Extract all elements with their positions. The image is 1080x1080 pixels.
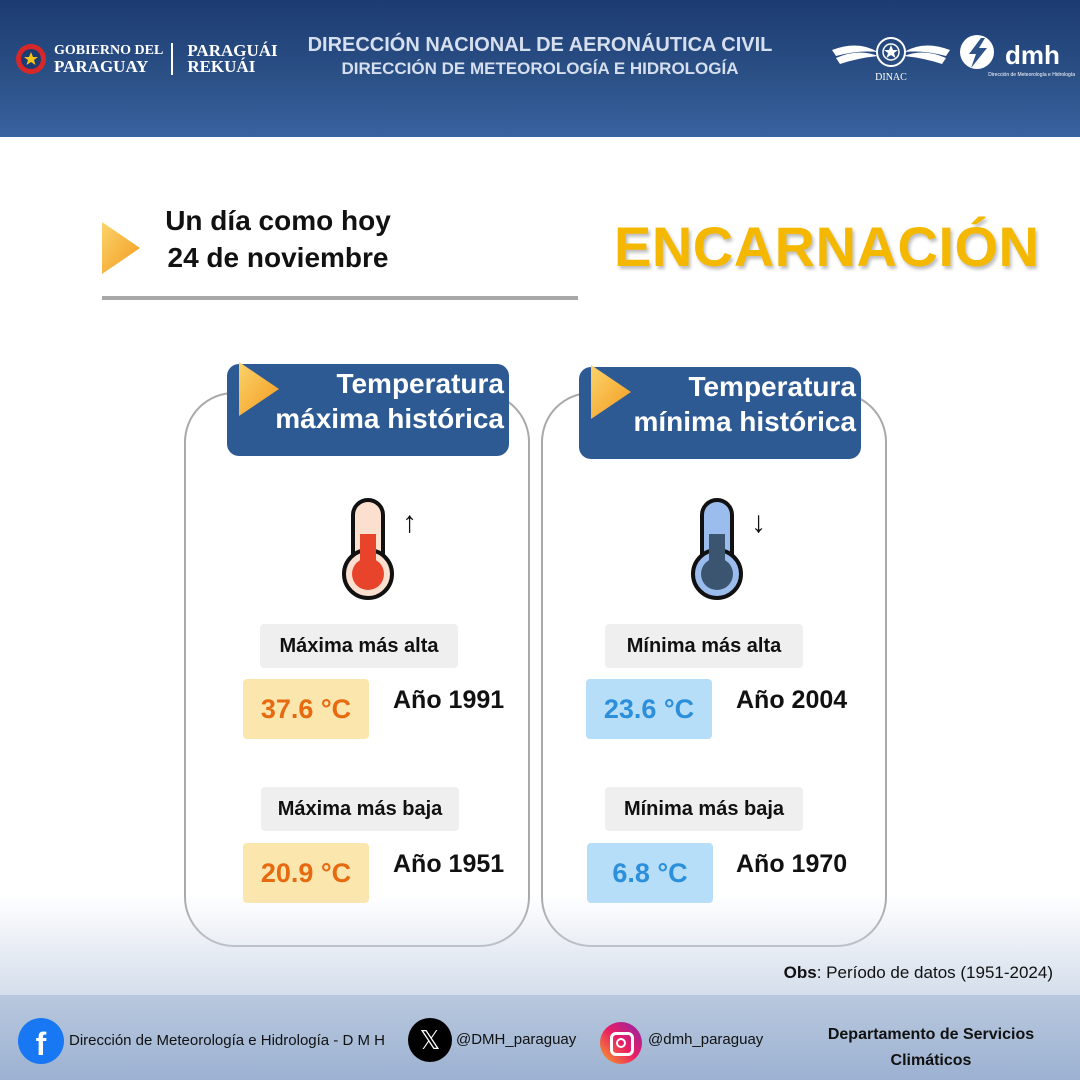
max-card-title-2: máxima histórica [275, 403, 504, 434]
dmh-logo: dmh Dirección de Meteorología e Hidrolog… [955, 34, 1075, 94]
instagram-icon[interactable] [600, 1022, 642, 1064]
dmh-subtitle: Dirección de Meteorología e Hidrología [988, 72, 1075, 78]
dinac-wings-icon [832, 37, 950, 67]
play-arrow-icon [239, 362, 279, 416]
min-high-value: 23.6 °C [586, 679, 712, 739]
arrow-up-icon: ↑ [402, 506, 417, 539]
observation-note: Obs: Período de datos (1951-2024) [784, 963, 1053, 983]
header-banner: GOBIERNO DEL PARAGUAY PARAGUÁI REKUÁI DI… [0, 0, 1080, 137]
gov-logo-divider [171, 43, 174, 75]
max-low-label: Máxima más baja [261, 787, 459, 831]
max-high-label: Máxima más alta [260, 624, 458, 668]
play-arrow-icon [591, 365, 631, 419]
max-low-value: 20.9 °C [243, 843, 369, 903]
arrow-down-icon: ↓ [751, 506, 766, 539]
intro-text: Un día como hoy 24 de noviembre [150, 202, 406, 276]
min-high-year: Año 2004 [736, 686, 848, 714]
gov-logo: GOBIERNO DEL PARAGUAY PARAGUÁI REKUÁI [14, 42, 278, 76]
gov-logo-line4: REKUÁI [187, 57, 256, 76]
gov-logo-line1: GOBIERNO DEL [54, 43, 164, 58]
min-low-value: 6.8 °C [587, 843, 713, 903]
gov-logo-line2: PARAGUAY [54, 57, 149, 76]
dmh-wordmark: dmh [1005, 40, 1060, 70]
intro-line1: Un día como hoy [165, 205, 391, 236]
max-low-year: Año 1951 [393, 850, 505, 878]
gov-emblem-icon [14, 42, 48, 76]
x-link[interactable]: @DMH_paraguay [456, 1031, 577, 1048]
dinac-label: DINAC [875, 72, 907, 83]
instagram-link[interactable]: @dmh_paraguay [648, 1031, 764, 1048]
city-title: ENCARNACIÓN [614, 215, 1040, 278]
min-low-label: Mínima más baja [605, 787, 803, 831]
dept-line1: Departamento de Servicios [827, 1026, 1035, 1043]
footer-bar [0, 995, 1080, 1080]
dept-line2: Climáticos [890, 1052, 972, 1069]
max-card-header: Temperatura máxima histórica [227, 362, 509, 456]
gov-logo-line3: PARAGUÁI [187, 41, 278, 60]
min-card-title-1: Temperatura [688, 371, 856, 402]
obs-label: Obs [783, 963, 817, 982]
intro-line2: 24 de noviembre [167, 242, 389, 273]
facebook-icon[interactable]: f [18, 1018, 64, 1064]
footer-fade [0, 895, 1080, 1000]
header-title-1: DIRECCIÓN NACIONAL DE AERONÁUTICA CIVIL [307, 34, 773, 56]
dmh-logo-icon [960, 35, 994, 69]
min-high-label: Mínima más alta [605, 624, 803, 668]
facebook-link[interactable]: Dirección de Meteorología e Hidrología -… [69, 1032, 385, 1049]
department-label: Departamento de Servicios Climáticos [806, 1022, 1056, 1074]
obs-text: : Período de datos (1951-2024) [816, 963, 1053, 982]
intro-divider [102, 296, 578, 300]
play-arrow-icon [102, 222, 140, 274]
max-high-year: Año 1991 [393, 686, 505, 714]
max-high-value: 37.6 °C [243, 679, 369, 739]
header-titles: DIRECCIÓN NACIONAL DE AERONÁUTICA CIVIL … [260, 34, 820, 79]
min-card-title-2: mínima histórica [633, 406, 856, 437]
min-card-header: Temperatura mínima histórica [579, 365, 861, 459]
dinac-logo: DINAC [828, 34, 954, 94]
header-title-2: DIRECCIÓN DE METEOROLOGÍA E HIDROLOGÍA [341, 59, 739, 78]
min-low-year: Año 1970 [736, 850, 848, 878]
max-card-title-1: Temperatura [336, 368, 504, 399]
thermometer-cold-icon [691, 498, 743, 600]
thermometer-hot-icon [342, 498, 394, 600]
x-icon[interactable]: 𝕏 [408, 1018, 452, 1062]
